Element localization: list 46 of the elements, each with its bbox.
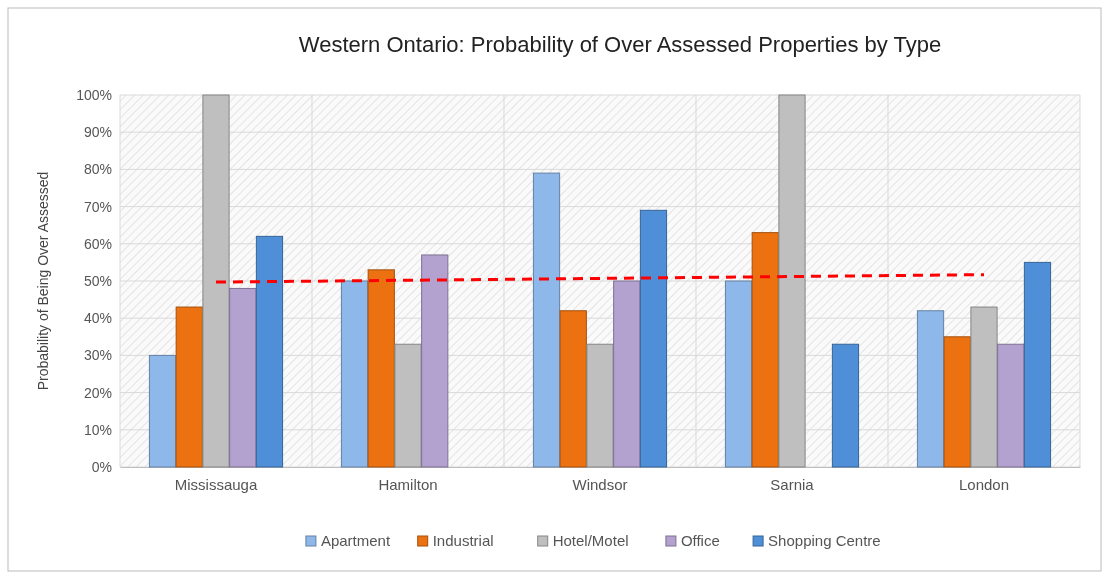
bar — [421, 254, 449, 468]
y-tick-label: 10% — [83, 421, 112, 438]
bar — [340, 280, 369, 468]
bar — [175, 306, 203, 468]
y-tick-label: 80% — [83, 161, 112, 178]
bar — [639, 209, 668, 468]
bar — [831, 343, 860, 468]
y-axis-title: Probability of Being Over Assessed — [35, 171, 51, 391]
bar — [724, 280, 753, 468]
legend-label: Apartment — [320, 532, 391, 549]
bar — [229, 287, 257, 468]
bar — [613, 280, 641, 468]
x-tick-label: Mississauga — [174, 475, 258, 493]
y-tick-label: 70% — [83, 198, 112, 215]
y-tick-label: 100% — [76, 86, 112, 103]
x-tick-label: Hamilton — [378, 475, 438, 493]
y-tick-label: 30% — [83, 347, 112, 364]
legend-label: Office — [680, 532, 720, 549]
y-tick-label: 20% — [83, 384, 112, 401]
y-tick-label: 40% — [83, 310, 112, 327]
bar — [997, 343, 1025, 468]
bar — [943, 336, 971, 468]
bar — [1023, 261, 1052, 468]
line-series — [214, 273, 986, 284]
y-tick-label: 0% — [91, 458, 112, 475]
bar — [916, 310, 945, 468]
bar — [394, 343, 422, 468]
legend-label: Industrial — [432, 532, 494, 549]
bar — [148, 354, 177, 468]
bar — [367, 269, 395, 468]
legend-label: Hotel/Motel — [552, 532, 629, 549]
x-tick-label: London — [958, 475, 1010, 493]
y-tick-label: 50% — [83, 272, 112, 289]
bar — [970, 306, 998, 468]
bar — [559, 310, 587, 468]
y-tick-label: 90% — [83, 124, 112, 141]
x-tick-label: Windsor — [572, 475, 628, 493]
legend-label: Shopping Centre — [768, 532, 881, 549]
chart-title: Western Ontario: Probability of Over Assessed Properties by Type — [298, 32, 942, 57]
bar — [586, 343, 614, 468]
bar — [202, 94, 230, 468]
bar — [255, 235, 284, 468]
x-tick-label: Sarnia — [770, 475, 815, 493]
bar — [751, 232, 779, 468]
y-tick-label: 60% — [83, 235, 112, 252]
bar — [532, 172, 561, 468]
